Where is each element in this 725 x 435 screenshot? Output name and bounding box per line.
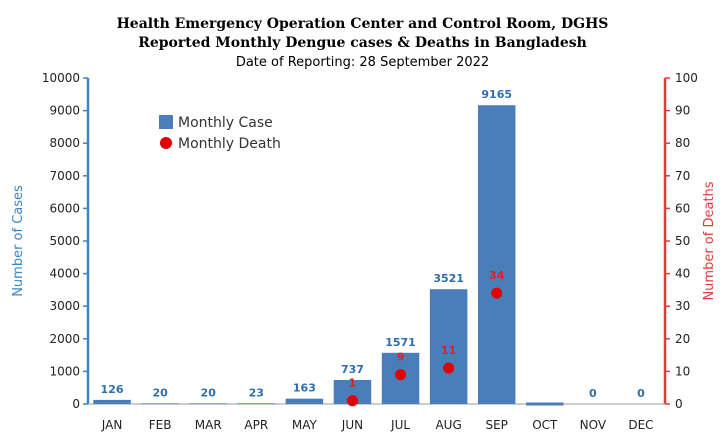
bar-value-label: 0 [637,387,645,400]
death-value-label: 11 [441,344,456,357]
y-tick-label-right: 80 [675,136,690,150]
bar-monthly-case [285,398,324,404]
y-tick-label-left: 7000 [49,169,80,183]
y-tick-label-right: 100 [675,71,698,85]
chart-title: Health Emergency Operation Center and Co… [116,16,609,32]
bar-value-label: 126 [101,383,124,396]
y-tick-label-right: 0 [675,397,683,411]
y-axis-title-left: Number of Cases [11,185,26,297]
death-value-label: 34 [489,269,505,282]
bar-monthly-case [141,403,179,404]
x-tick-label: OCT [532,418,558,432]
y-tick-label-right: 70 [675,169,690,183]
death-value-label: 9 [397,351,405,364]
death-point [395,369,407,381]
y-tick-label-left: 9000 [49,104,80,118]
y-tick-label-right: 90 [675,104,690,118]
y-tick-label-left: 8000 [49,136,80,150]
y-tick-label-left: 1000 [49,364,80,378]
y-tick-label-left: 5000 [49,234,80,248]
bar-monthly-case [189,403,227,404]
x-tick-label: MAY [292,418,318,432]
y-axis-title-right: Number of Deaths [702,181,717,300]
chart-date: Date of Reporting: 28 September 2022 [235,55,490,70]
y-tick-label-left: 3000 [49,299,80,313]
bar-monthly-case [429,289,468,404]
death-point [346,395,358,407]
x-tick-label: AUG [435,418,461,432]
y-tick-label-right: 10 [675,364,690,378]
bar-monthly-case [237,403,276,404]
bar-monthly-case [477,105,516,404]
y-tick-label-left: 10000 [42,71,80,85]
x-tick-label: JUN [341,418,363,432]
y-tick-label-left: 6000 [49,201,80,215]
bar-value-label: 0 [589,387,597,400]
legend-label-death: Monthly Death [178,136,281,152]
death-point [443,362,455,374]
bar-value-label: 20 [152,386,168,399]
bar-value-label: 20 [201,386,217,399]
bar-value-label: 23 [249,386,264,399]
chart-subtitle: Reported Monthly Dengue cases & Deaths i… [138,35,587,51]
y-tick-label-right: 20 [675,332,690,346]
x-tick-label: NOV [580,418,607,432]
y-tick-label-right: 30 [675,299,690,313]
x-tick-label: DEC [628,418,653,432]
x-tick-label: JUL [390,418,410,432]
y-tick-label-right: 60 [675,201,690,215]
y-tick-label-left: 2000 [49,332,80,346]
y-tick-label-right: 50 [675,234,690,248]
bar-value-label: 163 [293,382,316,395]
legend-swatch-case [159,115,173,129]
x-tick-label: SEP [485,418,507,432]
x-tick-label: FEB [149,418,172,432]
bar-value-label: 9165 [481,88,512,101]
y-tick-label-right: 40 [675,267,690,281]
x-tick-label: APR [244,418,268,432]
death-value-label: 1 [349,377,357,390]
legend-label-case: Monthly Case [178,115,273,131]
legend-swatch-death [160,137,172,149]
x-tick-label: MAR [195,418,222,432]
bar-value-label: 3521 [433,272,464,285]
death-point [491,287,503,299]
x-tick-label: JAN [101,418,123,432]
y-tick-label-left: 4000 [49,267,80,281]
bar-value-label: 737 [341,363,364,376]
bar-monthly-case [93,399,131,404]
bar-value-label: 1571 [385,336,416,349]
y-tick-label-left: 0 [72,397,80,411]
